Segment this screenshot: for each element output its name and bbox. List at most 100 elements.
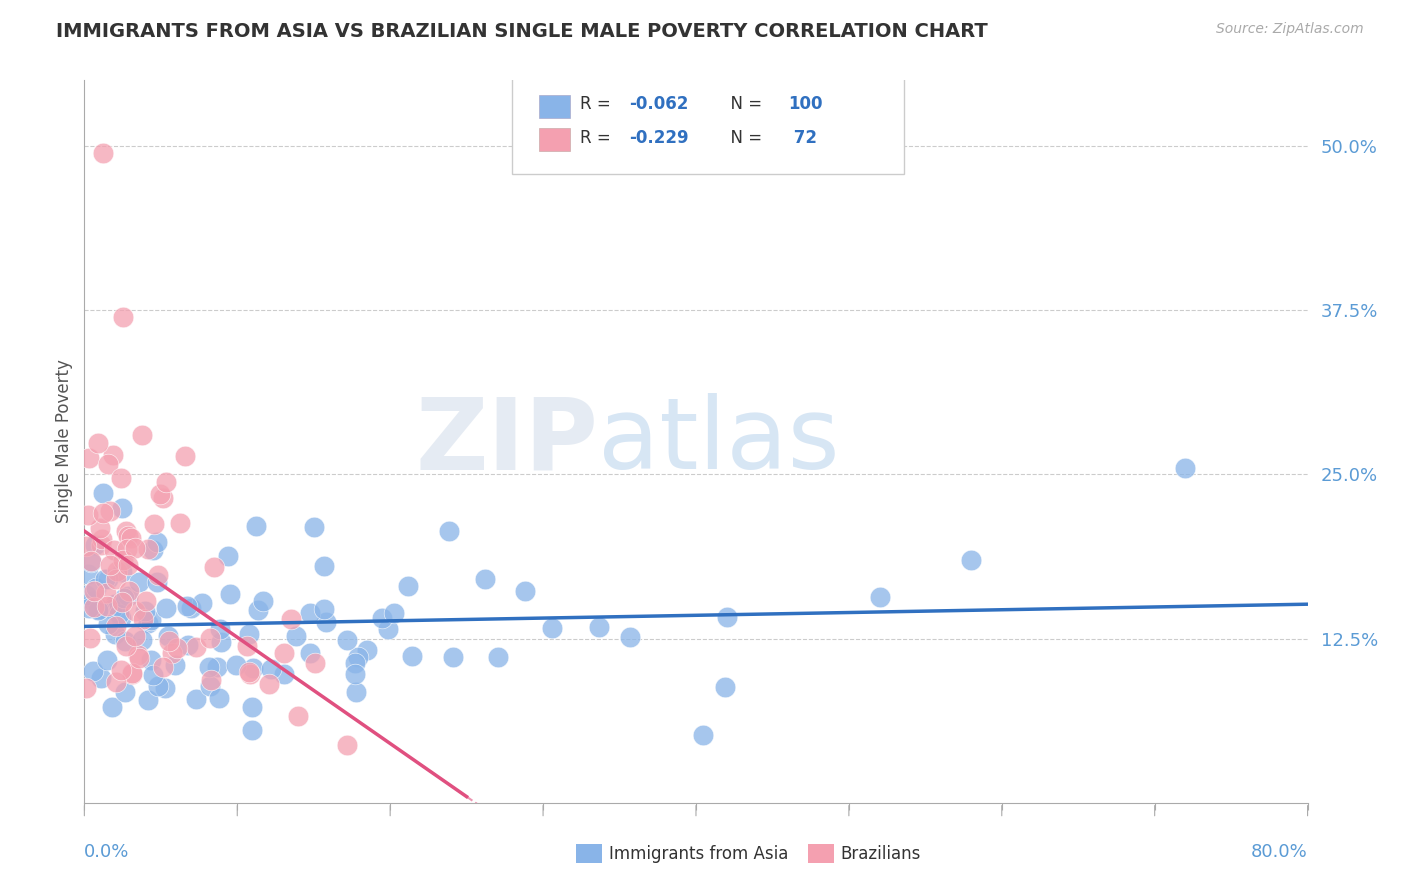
Point <box>157 634 180 648</box>
Point <box>259 662 281 676</box>
Point <box>136 616 159 631</box>
Point <box>176 599 198 614</box>
Point <box>97 617 120 632</box>
Point <box>82 664 104 678</box>
Point <box>89 521 111 535</box>
Point <box>105 675 128 690</box>
Point <box>114 685 136 699</box>
Point <box>169 516 191 530</box>
Point <box>117 529 139 543</box>
Point <box>96 653 118 667</box>
Point <box>370 611 392 625</box>
Point <box>347 650 370 665</box>
Y-axis label: Single Male Poverty: Single Male Poverty <box>55 359 73 524</box>
Point <box>124 604 146 618</box>
Point <box>80 555 103 569</box>
Point <box>127 648 149 662</box>
Point <box>131 428 153 442</box>
Point <box>145 535 167 549</box>
Point <box>111 500 134 515</box>
Point <box>287 709 309 723</box>
Point <box>128 574 150 589</box>
Point <box>112 591 135 606</box>
Point <box>110 663 132 677</box>
Point <box>149 487 172 501</box>
Point <box>200 673 222 687</box>
Point <box>240 700 263 714</box>
Point <box>75 539 97 553</box>
Text: 100: 100 <box>787 95 823 113</box>
Point <box>174 449 197 463</box>
Text: Immigrants from Asia: Immigrants from Asia <box>609 845 789 863</box>
Point <box>205 660 228 674</box>
Point <box>139 653 162 667</box>
Point <box>91 486 114 500</box>
Bar <box>540 95 569 118</box>
Point <box>87 603 110 617</box>
Point <box>103 542 125 557</box>
Point <box>257 677 280 691</box>
Point <box>104 627 127 641</box>
Point <box>384 606 406 620</box>
Point <box>344 685 367 699</box>
Point <box>104 619 127 633</box>
Point <box>155 601 177 615</box>
Point <box>152 491 174 505</box>
Point <box>98 558 121 572</box>
Point <box>245 519 267 533</box>
Point <box>209 635 232 649</box>
Point <box>79 631 101 645</box>
Point <box>86 602 108 616</box>
Point <box>132 612 155 626</box>
Point <box>252 594 274 608</box>
Point <box>716 610 738 624</box>
Text: Source: ZipAtlas.com: Source: ZipAtlas.com <box>1216 22 1364 37</box>
Point <box>198 660 221 674</box>
Point <box>714 680 737 694</box>
Point <box>77 567 100 582</box>
Point <box>208 691 231 706</box>
Point <box>1174 460 1197 475</box>
Point <box>142 517 165 532</box>
Point <box>120 531 142 545</box>
Point <box>302 520 325 534</box>
Text: ZIP: ZIP <box>415 393 598 490</box>
Point <box>692 728 714 742</box>
Point <box>77 508 100 522</box>
Point <box>202 560 225 574</box>
Text: 72: 72 <box>787 129 817 147</box>
Point <box>96 599 118 614</box>
Point <box>91 506 114 520</box>
Point <box>588 620 610 634</box>
Point <box>135 594 157 608</box>
Text: 0.0%: 0.0% <box>84 843 129 861</box>
Point <box>180 601 202 615</box>
Point <box>238 627 260 641</box>
Point <box>107 607 129 621</box>
Point <box>118 584 141 599</box>
Point <box>124 629 146 643</box>
Point <box>152 660 174 674</box>
Point <box>145 575 167 590</box>
Point <box>225 657 247 672</box>
Point <box>110 470 132 484</box>
Point <box>299 646 322 660</box>
Point <box>343 667 366 681</box>
Point <box>186 640 208 654</box>
Point <box>101 700 124 714</box>
Point <box>218 587 240 601</box>
Point <box>238 665 260 680</box>
Point <box>131 633 153 648</box>
Point <box>190 596 212 610</box>
Point <box>474 572 496 586</box>
Text: -0.062: -0.062 <box>628 95 688 113</box>
Point <box>90 671 112 685</box>
Point <box>146 567 169 582</box>
Point <box>377 623 399 637</box>
Point <box>273 646 295 660</box>
Point <box>98 504 121 518</box>
Point <box>198 679 221 693</box>
Point <box>177 638 200 652</box>
Point <box>157 629 180 643</box>
Text: R =: R = <box>579 95 616 113</box>
